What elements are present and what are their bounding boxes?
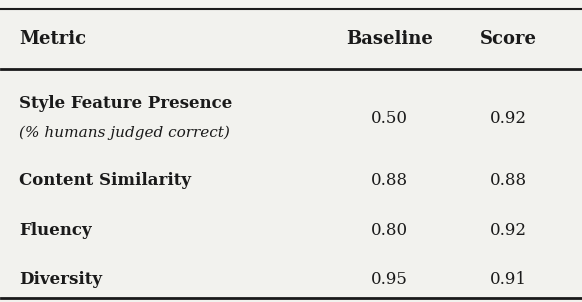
Text: 0.88: 0.88 (371, 172, 408, 189)
Text: Metric: Metric (19, 30, 86, 48)
Text: 0.50: 0.50 (371, 110, 408, 127)
Text: 0.88: 0.88 (489, 172, 527, 189)
Text: Score: Score (480, 30, 537, 48)
Text: Diversity: Diversity (19, 271, 102, 288)
Text: Baseline: Baseline (346, 30, 433, 48)
Text: 0.95: 0.95 (371, 271, 408, 288)
Text: Style Feature Presence: Style Feature Presence (19, 95, 232, 112)
Text: 0.80: 0.80 (371, 222, 408, 239)
Text: 0.92: 0.92 (489, 222, 527, 239)
Text: Content Similarity: Content Similarity (19, 172, 191, 189)
Text: 0.92: 0.92 (489, 110, 527, 127)
Text: Fluency: Fluency (19, 222, 91, 239)
Text: (% humans judged correct): (% humans judged correct) (19, 126, 230, 140)
Text: 0.91: 0.91 (489, 271, 527, 288)
